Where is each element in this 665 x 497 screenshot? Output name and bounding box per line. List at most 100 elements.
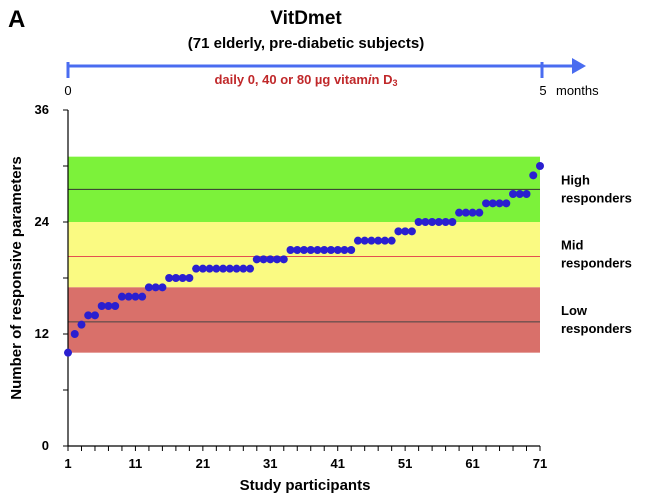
data-point [90,311,99,320]
data-point [475,208,484,217]
band-mid-label-line2: responders [561,256,632,271]
x-axis-title: Study participants [240,477,371,494]
x-tick-label: 51 [398,456,412,471]
y-tick-label: 24 [35,214,50,229]
data-point [529,171,538,180]
data-point [488,199,497,208]
data-point [374,236,383,245]
data-point [293,246,302,254]
band-labels: High responders Mid responders Low responders [561,172,632,336]
data-point [246,264,255,273]
data-point [198,264,207,273]
data-point [353,236,362,245]
x-tick-label: 11 [129,456,143,471]
band-low [68,287,540,353]
data-point [185,274,194,282]
data-point [434,218,443,226]
data-point [219,264,228,273]
data-point [273,255,282,264]
data-point [320,246,329,254]
data-point [455,208,464,217]
data-point [225,264,234,273]
data-point [104,302,113,310]
data-point [117,292,126,301]
data-point [380,236,389,245]
y-tick-label: 0 [42,438,49,453]
band-mid [68,222,540,288]
data-point [333,246,342,254]
data-point [300,246,308,254]
data-point [286,246,295,254]
data-point [360,236,369,245]
timeline-arrow-head [572,58,586,74]
data-point [232,264,241,273]
data-point [448,218,457,226]
data-point [326,246,335,254]
data-point [522,190,531,198]
data-point [239,264,248,273]
data-point [441,218,450,226]
data-points [64,162,544,357]
data-point [401,227,410,236]
chart-title: VitDmet [270,8,342,29]
data-point [252,255,261,264]
y-axis-title: Number of responsive parameters [8,156,25,399]
data-point [306,246,315,254]
data-point [259,255,268,264]
x-tick-label: 31 [263,456,277,471]
data-point [279,255,288,264]
y-tick-label: 12 [35,326,49,341]
data-point [165,274,174,282]
x-tick-label: 41 [330,456,344,471]
data-point [178,274,187,282]
data-point [347,246,356,254]
data-point [367,236,376,245]
data-point [509,190,518,198]
panel-letter: A [8,6,25,33]
timeline-unit-label: months [556,83,599,98]
data-point [461,208,470,217]
data-point [536,162,544,170]
x-tick-label: 21 [196,456,210,471]
data-point [97,302,106,310]
data-point [84,311,93,320]
data-point [205,264,214,273]
x-tick-label: 1 [64,456,71,471]
timeline-end-label: 5 [539,83,546,98]
chart-subtitle: (71 elderly, pre-diabetic subjects) [188,35,424,52]
data-point [171,274,180,282]
treatment-label: daily 0, 40 or 80 µg vitamin D3 [214,72,397,88]
data-point [407,227,416,236]
band-high-label-line1: High [561,172,590,187]
data-point [502,199,511,208]
data-point [414,218,423,226]
data-point [468,208,477,217]
data-point [111,302,120,310]
data-point [212,264,221,273]
data-point [131,292,140,301]
band-mid-label-line1: Mid [561,238,583,253]
data-point [482,199,491,208]
data-point [394,227,403,236]
data-point [158,283,167,292]
data-point [77,320,86,329]
data-point [64,348,72,357]
data-point [144,283,153,292]
band-high-label-line2: responders [561,190,632,205]
data-point [387,236,396,245]
data-point [192,264,201,273]
data-point [495,199,504,208]
data-point [151,283,160,292]
data-point [340,246,349,254]
data-point [428,218,437,226]
y-tick-label: 36 [35,102,49,117]
timeline-start-label: 0 [64,83,71,98]
responder-bands [68,156,540,353]
x-tick-label: 61 [465,456,479,471]
data-point [421,218,430,226]
data-point [313,246,322,254]
data-point [70,330,79,338]
x-tick-label: 71 [533,456,547,471]
